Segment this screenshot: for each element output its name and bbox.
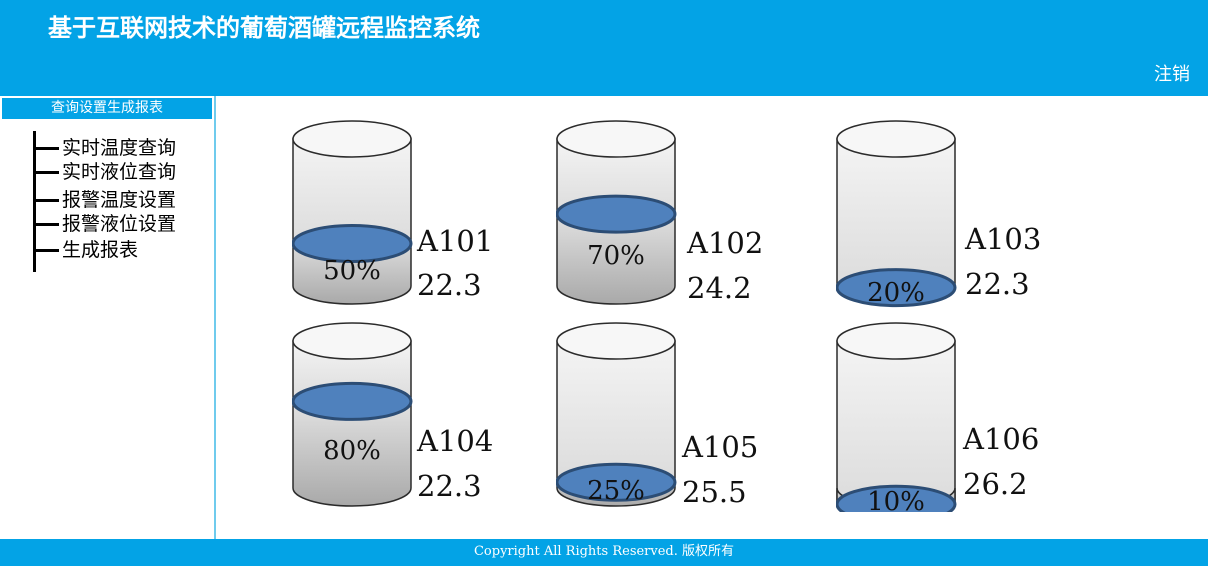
tank-level-percent: 25% bbox=[587, 476, 645, 506]
tank-cylinder bbox=[292, 120, 413, 305]
liquid-level-surface bbox=[836, 268, 957, 308]
tank-level-percent: 70% bbox=[587, 241, 645, 271]
footer-copyright: Copyright All Rights Reserved. 版权所有 bbox=[0, 539, 1208, 566]
menu-item-label: 实时温度查询 bbox=[62, 137, 177, 159]
menu-item-label: 生成报表 bbox=[62, 239, 139, 261]
tank-cylinder bbox=[292, 322, 413, 507]
tank-top-cap bbox=[556, 322, 676, 360]
menu-item-label: 报警温度设置 bbox=[62, 189, 177, 211]
tank-card[interactable]: 10% A106 26.2 bbox=[836, 322, 1196, 517]
tank-id-label: A105 bbox=[682, 430, 759, 464]
tank-id-label: A104 bbox=[417, 424, 494, 458]
sidebar: 查询设置生成报表 实时温度查询 实时液位查询 报警温度设置 报警液位设置 生成报… bbox=[0, 96, 216, 539]
liquid-level-surface bbox=[836, 484, 957, 512]
tank-temperature: 24.2 bbox=[687, 271, 752, 305]
tank-temperature: 22.3 bbox=[417, 469, 482, 503]
sidebar-header: 查询设置生成报表 bbox=[2, 98, 212, 119]
tank-temperature: 22.3 bbox=[417, 268, 482, 302]
menu-item-label: 报警液位设置 bbox=[62, 213, 177, 235]
tank-top-cap bbox=[292, 322, 412, 360]
tank-id-label: A101 bbox=[417, 224, 494, 258]
liquid-level-surface bbox=[292, 381, 413, 421]
tank-card[interactable]: 80% A104 22.3 bbox=[292, 322, 652, 512]
tank-cylinder bbox=[556, 120, 677, 305]
tank-top-cap bbox=[556, 120, 676, 158]
tank-level-percent: 50% bbox=[323, 256, 381, 286]
menu-branch-line bbox=[33, 171, 59, 174]
tank-level-percent: 20% bbox=[867, 278, 925, 308]
tank-level-percent: 10% bbox=[867, 487, 925, 517]
menu-branch-line bbox=[33, 223, 59, 226]
app-header: 基于互联网技术的葡萄酒罐远程监控系统 注销 bbox=[0, 0, 1208, 96]
menu-branch-line bbox=[33, 249, 59, 252]
liquid-level-surface bbox=[292, 224, 413, 263]
tank-cylinder bbox=[556, 322, 677, 507]
tank-card[interactable]: 25% A105 25.5 bbox=[556, 322, 916, 512]
tank-card[interactable]: 50% A101 22.3 bbox=[292, 120, 652, 310]
tank-upper-body bbox=[836, 138, 956, 288]
tank-temperature: 26.2 bbox=[963, 467, 1028, 501]
tank-level-percent: 80% bbox=[323, 436, 381, 466]
tank-upper-body bbox=[556, 340, 676, 483]
tank-top-cap bbox=[836, 322, 956, 360]
tank-top-cap bbox=[292, 120, 412, 158]
tank-card[interactable]: 70% A102 24.2 bbox=[556, 120, 916, 310]
app-title: 基于互联网技术的葡萄酒罐远程监控系统 bbox=[48, 13, 480, 42]
menu-branch-line bbox=[33, 147, 59, 150]
tank-upper-body bbox=[836, 340, 956, 505]
tank-grid: 50% A101 22.3 70% A102 24.2 bbox=[216, 96, 1208, 539]
tank-card[interactable]: 20% A103 22.3 bbox=[836, 120, 1196, 310]
tank-id-label: A106 bbox=[963, 422, 1040, 456]
liquid-level-surface bbox=[556, 462, 677, 502]
tank-id-label: A103 bbox=[965, 222, 1042, 256]
tank-temperature: 25.5 bbox=[682, 475, 747, 509]
liquid-level-surface bbox=[556, 194, 677, 234]
logout-link[interactable]: 注销 bbox=[1154, 64, 1190, 85]
tank-id-label: A102 bbox=[687, 226, 764, 260]
tank-cylinder bbox=[836, 120, 957, 308]
menu-item-label: 实时液位查询 bbox=[62, 161, 177, 183]
tank-temperature: 22.3 bbox=[965, 267, 1030, 301]
tank-top-cap bbox=[836, 120, 956, 158]
tank-cylinder bbox=[836, 322, 957, 512]
menu-branch-line bbox=[33, 199, 59, 202]
